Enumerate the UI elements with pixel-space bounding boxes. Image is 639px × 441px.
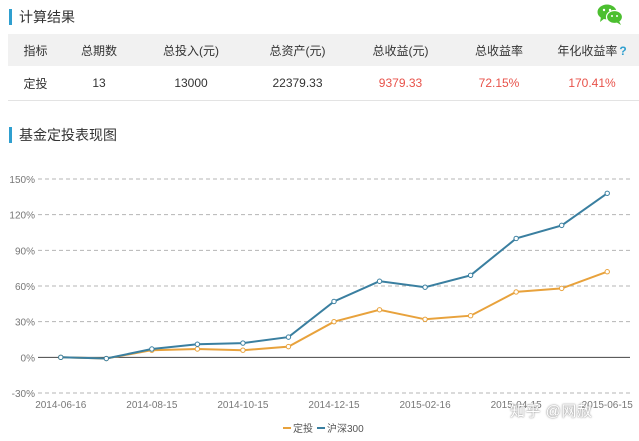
- legend-label: 定投: [293, 422, 313, 435]
- header-annual-return: 年化收益率?: [545, 34, 639, 66]
- help-icon[interactable]: ?: [619, 43, 627, 58]
- series-line-0: [60, 270, 608, 360]
- data-point: [376, 278, 383, 284]
- section-accent-bar: [9, 127, 12, 143]
- data-point: [285, 343, 292, 350]
- y-tick-label: 0%: [21, 353, 36, 364]
- data-point: [194, 341, 201, 347]
- legend-label: 沪深300: [327, 422, 364, 435]
- data-point: [467, 272, 474, 278]
- result-table: 指标 总期数 总投入(元) 总资产(元) 总收益(元) 总收益率 年化收益率? …: [8, 34, 639, 101]
- x-tick-label: 2014-10-15: [217, 400, 269, 411]
- x-tick-label: 2015-04-15: [491, 400, 543, 411]
- data-point: [422, 284, 428, 290]
- result-section-title: 计算结果: [19, 9, 75, 25]
- data-point: [58, 354, 64, 361]
- data-point: [103, 355, 110, 362]
- performance-line-chart: 150% 120% 90% 60% 30% 0% -30%2014-06-16 2014-08…: [9, 175, 634, 435]
- header-total-profit: 总收益(元): [348, 34, 453, 66]
- cell-indicator: 定投: [8, 66, 63, 101]
- y-tick-label: 60%: [15, 282, 35, 293]
- data-point: [467, 313, 474, 319]
- x-tick-label: 2014-12-15: [308, 400, 360, 411]
- data-point: [604, 269, 610, 275]
- header-total-input: 总投入(元): [135, 34, 247, 66]
- header-total-assets: 总资产(元): [247, 34, 348, 66]
- x-tick-label: 2014-08-15: [126, 400, 178, 411]
- data-point: [331, 298, 337, 305]
- wechat-share-icon[interactable]: [596, 2, 624, 26]
- x-tick-label: 2015-06-15: [582, 400, 634, 411]
- table-header-row: 指标 总期数 总投入(元) 总资产(元) 总收益(元) 总收益率 年化收益率?: [8, 34, 639, 66]
- cell-total-assets: 22379.33: [247, 66, 348, 101]
- y-tick-label: 30%: [15, 318, 35, 329]
- data-point: [194, 346, 201, 352]
- data-point: [240, 347, 246, 353]
- y-tick-label: -30%: [12, 389, 35, 400]
- header-periods: 总期数: [63, 34, 135, 66]
- chart-section-title: 基金定投表现图: [19, 127, 117, 143]
- header-total-return: 总收益率: [453, 34, 545, 66]
- y-tick-label: 150%: [9, 175, 35, 186]
- data-point: [149, 346, 155, 352]
- cell-total-profit: 9379.33: [348, 66, 453, 101]
- chart-section-header: 基金定投表现图: [0, 125, 117, 145]
- data-point: [285, 334, 292, 340]
- data-point: [513, 289, 519, 295]
- data-point: [558, 285, 565, 292]
- data-point: [513, 235, 519, 242]
- data-point: [558, 222, 565, 229]
- x-tick-label: 2014-06-16: [35, 400, 87, 411]
- section-accent-bar: [9, 9, 12, 25]
- result-section-header: 计算结果: [0, 7, 75, 27]
- y-tick-label: 90%: [15, 246, 35, 257]
- cell-periods: 13: [63, 66, 135, 101]
- cell-total-input: 13000: [135, 66, 247, 101]
- cell-annual-return: 170.41%: [545, 66, 639, 101]
- series-line-1: [60, 192, 608, 360]
- table-row: 定投 13 13000 22379.33 9379.33 72.15% 170.…: [8, 66, 639, 101]
- watermark: 知乎 @网赦: [510, 403, 593, 420]
- data-point: [422, 316, 428, 322]
- data-point: [331, 318, 337, 325]
- data-point: [604, 190, 610, 196]
- header-annual-return-label: 年化收益率: [557, 43, 618, 58]
- data-point: [376, 307, 383, 313]
- cell-total-return: 72.15%: [453, 66, 545, 101]
- header-indicator: 指标: [8, 34, 63, 66]
- data-point: [240, 340, 246, 346]
- y-tick-label: 120%: [9, 211, 35, 222]
- x-tick-label: 2015-02-16: [399, 400, 451, 411]
